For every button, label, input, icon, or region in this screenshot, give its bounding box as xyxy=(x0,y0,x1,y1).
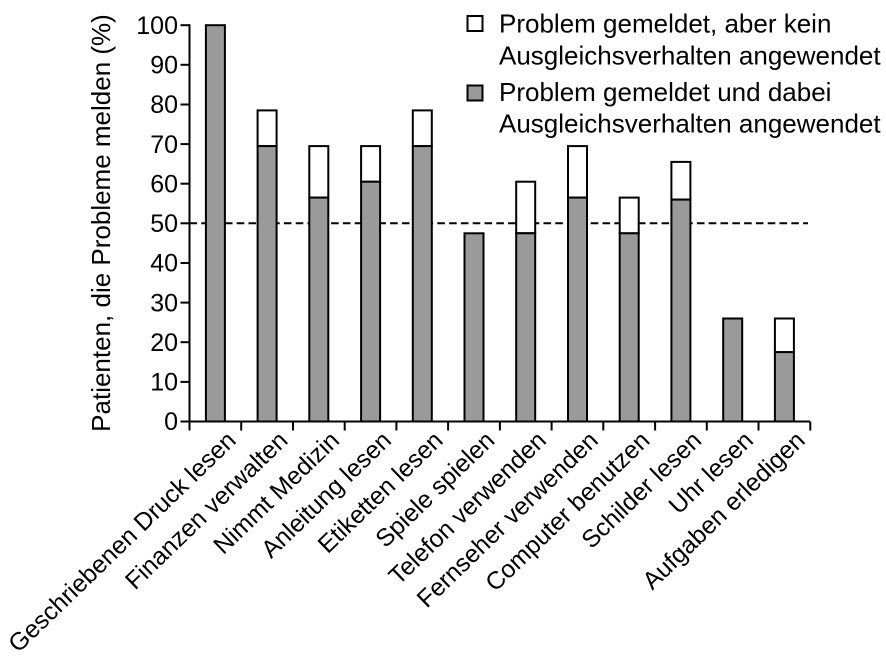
svg-text:60: 60 xyxy=(150,170,178,198)
svg-text:100: 100 xyxy=(136,12,178,40)
svg-text:Patienten, die Probleme melden: Patienten, die Probleme melden (%) xyxy=(86,14,116,432)
svg-text:40: 40 xyxy=(150,250,178,278)
svg-text:Ausgleichsverhalten angewendet: Ausgleichsverhalten angewendet xyxy=(499,109,881,139)
svg-text:50: 50 xyxy=(150,210,178,238)
svg-text:70: 70 xyxy=(150,131,178,159)
svg-text:0: 0 xyxy=(164,408,178,436)
svg-text:30: 30 xyxy=(150,289,178,317)
svg-text:20: 20 xyxy=(150,329,178,357)
svg-text:Problem gemeldet, aber kein: Problem gemeldet, aber kein xyxy=(499,9,831,39)
svg-text:Problem gemeldet und dabei: Problem gemeldet und dabei xyxy=(499,77,831,107)
svg-text:Ausgleichsverhalten angewendet: Ausgleichsverhalten angewendet xyxy=(499,41,881,71)
svg-text:90: 90 xyxy=(150,52,178,80)
svg-text:10: 10 xyxy=(150,369,178,397)
svg-text:80: 80 xyxy=(150,91,178,119)
